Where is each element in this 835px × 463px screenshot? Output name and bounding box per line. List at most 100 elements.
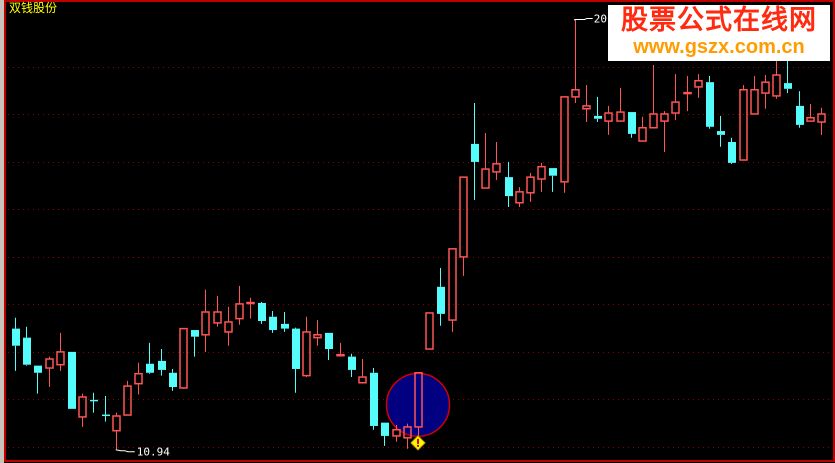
candle <box>660 111 669 152</box>
candle-body-down <box>471 143 479 162</box>
candle <box>728 137 736 164</box>
candle <box>571 19 580 104</box>
high-price-label: 20 <box>594 12 607 25</box>
candle-body-down <box>102 414 110 417</box>
candle <box>68 351 76 409</box>
candle-body-down <box>717 131 725 135</box>
warning-diamond-icon <box>410 435 426 451</box>
candle <box>549 168 557 192</box>
candle <box>191 330 199 357</box>
candle-body-up <box>683 91 692 95</box>
candle-body-up <box>537 165 546 180</box>
candle <box>628 112 636 138</box>
candle-body-up <box>224 321 233 333</box>
candle-body-up <box>358 376 367 384</box>
candle <box>336 342 345 357</box>
candle-body-down <box>325 332 333 350</box>
candle-body-up <box>134 372 143 385</box>
candle-body-up <box>459 176 468 258</box>
candle-body-up <box>414 372 423 428</box>
candle <box>604 105 613 135</box>
candle <box>112 412 121 450</box>
candle <box>481 132 490 189</box>
exclamation-bar <box>417 438 419 444</box>
candle-body-down <box>348 356 356 370</box>
candle <box>201 289 210 352</box>
candle <box>448 248 457 332</box>
candle <box>123 380 132 416</box>
candle <box>806 103 815 122</box>
candle <box>12 317 20 371</box>
candle <box>102 396 110 422</box>
candle <box>403 423 412 449</box>
candle <box>471 103 479 200</box>
exclamation-dot <box>417 444 419 447</box>
candle-body-up <box>179 327 188 389</box>
candle <box>537 162 546 192</box>
candle <box>717 115 725 147</box>
candle <box>492 141 501 180</box>
candle <box>169 368 177 391</box>
candle <box>560 96 569 193</box>
candle <box>302 316 311 378</box>
low-label-leader <box>115 449 135 453</box>
candle-body-down <box>169 372 177 388</box>
stock-name-title: 双钱股份 <box>9 1 58 15</box>
candle <box>638 116 647 142</box>
candle-body-up <box>515 191 524 204</box>
candle-body-up <box>649 113 658 129</box>
candle-body-up <box>750 89 759 115</box>
candle-body-up <box>403 426 412 439</box>
candle-body-up <box>739 89 748 161</box>
candle-body-down <box>796 105 804 125</box>
chart-border <box>4 0 835 462</box>
candle <box>34 365 42 394</box>
candle <box>134 362 143 395</box>
candle-body-down <box>505 177 513 197</box>
annotations: 20 10.94 <box>115 12 607 459</box>
candle <box>459 176 468 276</box>
window-edge <box>0 0 4 463</box>
candle-body-down <box>12 328 20 346</box>
candle <box>505 161 513 208</box>
candle-body-up <box>806 117 815 122</box>
candle <box>213 295 222 327</box>
candle-body-down <box>191 330 199 337</box>
candle <box>258 302 266 324</box>
candle-body-down <box>594 115 602 119</box>
candle <box>313 320 322 346</box>
candle-body-up <box>571 89 580 98</box>
candle <box>425 312 434 350</box>
candle <box>437 267 445 326</box>
candle-body-up <box>112 415 121 432</box>
candle-body-up <box>45 358 54 369</box>
candle-body-down <box>784 83 792 89</box>
high-label-leader <box>574 17 593 21</box>
candle-body-down <box>146 363 154 373</box>
candle <box>358 359 367 384</box>
candle-body-up <box>201 311 210 336</box>
candle-body-up <box>526 176 535 194</box>
candle-body-down <box>281 323 289 329</box>
candle <box>817 107 826 135</box>
candle-body-down <box>258 302 266 322</box>
candle <box>292 327 300 393</box>
candle <box>90 392 98 413</box>
candle-body-up <box>660 113 669 122</box>
candle-body-down <box>158 360 166 370</box>
candle-body-up <box>492 163 501 173</box>
watermark-site-name: 股票公式在线网 <box>621 5 817 36</box>
candle-body-up <box>448 248 457 321</box>
candle <box>269 311 277 333</box>
candle <box>649 65 658 129</box>
candle <box>772 59 781 99</box>
candle <box>526 172 535 202</box>
candle <box>348 353 356 378</box>
candle-body-up <box>694 79 703 88</box>
candle-body-down <box>437 286 445 314</box>
candle <box>706 75 714 129</box>
candle <box>45 356 54 388</box>
candle <box>694 74 703 98</box>
candle <box>78 393 87 427</box>
